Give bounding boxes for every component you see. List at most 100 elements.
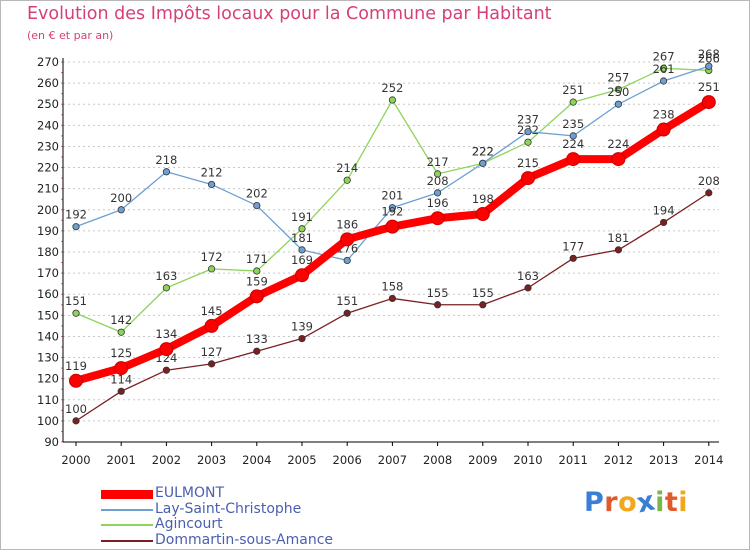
data-point: [479, 159, 487, 167]
chart-subtitle: (en € et par an): [27, 29, 114, 42]
data-label: 181: [291, 231, 313, 245]
data-label: 202: [246, 187, 268, 201]
x-tick-label: 2005: [287, 453, 316, 467]
y-tick-label: 220: [37, 161, 59, 175]
data-label: 139: [291, 320, 313, 334]
data-point: [298, 225, 306, 233]
y-tick-label: 90: [44, 435, 59, 449]
data-point: [659, 64, 668, 72]
data-point: [117, 387, 125, 395]
data-label: 215: [517, 156, 539, 170]
data-label: 158: [381, 279, 403, 293]
data-point: [388, 204, 396, 212]
data-point: [253, 267, 261, 275]
data-label: 218: [155, 153, 177, 167]
data-point: [569, 254, 577, 262]
data-point: [524, 138, 532, 146]
x-tick-label: 2004: [242, 453, 271, 467]
y-tick-label: 250: [37, 97, 59, 111]
data-label: 201: [381, 189, 403, 203]
data-point: [433, 189, 442, 197]
data-point: [614, 246, 623, 254]
y-tick-label: 130: [37, 351, 59, 365]
x-tick-label: 2011: [559, 453, 588, 467]
data-label: 142: [110, 313, 132, 327]
data-point: [524, 128, 532, 136]
x-tick-label: 2002: [152, 453, 181, 467]
data-label: 181: [607, 231, 629, 245]
x-tick-label: 2006: [333, 453, 362, 467]
data-label: 133: [246, 332, 268, 346]
data-label: 163: [517, 269, 539, 283]
data-point: [433, 170, 442, 178]
data-point: [388, 294, 396, 303]
data-label: 198: [472, 192, 494, 206]
data-label: 145: [201, 304, 223, 318]
data-point: [117, 328, 125, 336]
data-point: [705, 189, 713, 197]
data-point: [385, 219, 400, 234]
data-point: [69, 373, 83, 388]
legend-swatch: [101, 539, 153, 542]
data-label: 200: [110, 191, 132, 205]
data-point: [521, 171, 535, 186]
y-tick-label: 150: [37, 308, 59, 322]
data-point: [340, 232, 355, 247]
data-label: 196: [427, 196, 449, 210]
x-tick-label: 2012: [604, 453, 633, 467]
data-point: [295, 268, 309, 283]
data-point: [659, 218, 668, 227]
data-label: 224: [562, 137, 584, 151]
y-tick-label: 260: [37, 76, 59, 90]
data-point: [430, 211, 445, 226]
data-point: [208, 180, 216, 189]
data-label: 222: [472, 144, 494, 158]
data-label: 114: [110, 372, 132, 386]
y-tick-label: 180: [37, 245, 59, 259]
data-point: [611, 152, 626, 167]
x-tick-label: 2014: [694, 453, 723, 467]
data-point: [162, 366, 170, 374]
data-point: [208, 360, 216, 368]
data-label: 251: [698, 80, 720, 94]
y-tick-label: 140: [37, 329, 59, 343]
logo-letter: r: [604, 487, 619, 518]
data-point: [569, 98, 577, 106]
data-point: [253, 347, 261, 355]
data-point: [204, 318, 219, 333]
data-label: 100: [65, 402, 87, 416]
data-label: 250: [607, 85, 629, 99]
y-tick-label: 230: [37, 139, 59, 153]
data-label: 191: [291, 210, 313, 224]
data-label: 257: [607, 70, 629, 84]
data-label: 212: [201, 165, 223, 179]
x-tick-label: 2000: [61, 453, 90, 467]
logo-letter: P: [584, 487, 605, 518]
y-tick-label: 210: [37, 182, 59, 196]
data-point: [659, 77, 668, 85]
data-point: [249, 289, 264, 304]
y-tick-label: 110: [37, 393, 59, 407]
y-tick-label: 170: [37, 266, 59, 280]
data-label: 214: [336, 161, 358, 175]
legend-swatch: [101, 489, 153, 499]
data-point: [656, 122, 671, 137]
data-label: 217: [427, 155, 449, 169]
data-point: [479, 301, 487, 309]
data-label: 266: [698, 51, 720, 65]
data-label: 192: [381, 205, 403, 219]
proxiti-logo: Proxiti: [584, 485, 688, 519]
data-label: 127: [201, 345, 223, 359]
x-tick-label: 2010: [513, 453, 542, 467]
x-tick-label: 2003: [197, 453, 226, 467]
data-point: [569, 132, 577, 140]
legend-swatch: [101, 524, 153, 526]
x-tick-label: 2009: [468, 453, 497, 467]
data-point: [72, 309, 80, 317]
data-point: [117, 206, 125, 214]
data-point: [298, 246, 306, 254]
data-label: 235: [562, 117, 584, 131]
